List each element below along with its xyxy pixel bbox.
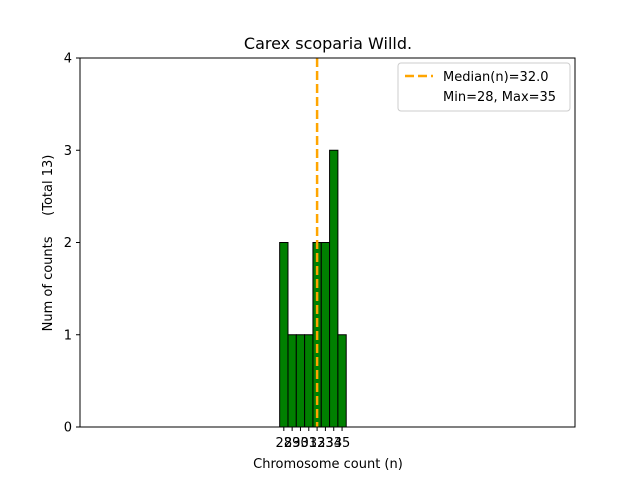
x-tick-label: 29 bbox=[284, 436, 301, 451]
legend-median-label: Median(n)=32.0 bbox=[443, 70, 549, 85]
y-tick-label: 0 bbox=[64, 421, 72, 436]
bars-group bbox=[279, 149, 347, 428]
x-tick-label: 32 bbox=[309, 436, 326, 451]
y-axis-label: Num of counts (Total 13) bbox=[41, 155, 56, 332]
y-axis-ticks: 0 1 2 3 4 bbox=[64, 52, 80, 436]
y-tick-label: 2 bbox=[64, 236, 72, 251]
y-tick-label: 3 bbox=[64, 144, 72, 159]
x-tick-label: 35 bbox=[334, 436, 351, 451]
y-tick-label: 1 bbox=[64, 328, 72, 343]
y-tick-label: 4 bbox=[64, 52, 72, 67]
histogram-bar bbox=[287, 334, 297, 428]
histogram-bar bbox=[329, 149, 339, 428]
x-tick-label: 28 bbox=[276, 436, 293, 451]
legend-range-label: Min=28, Max=35 bbox=[443, 90, 556, 105]
histogram-bar bbox=[279, 242, 289, 428]
chart-title: Carex scoparia Willd. bbox=[244, 34, 412, 53]
histogram-bar bbox=[304, 334, 314, 428]
histogram-bar bbox=[295, 334, 306, 428]
x-tick-label: 31 bbox=[301, 436, 318, 451]
x-tick-label: 30 bbox=[292, 436, 309, 451]
legend-box bbox=[397, 62, 571, 112]
histogram-bar bbox=[337, 334, 347, 428]
histogram-bar bbox=[320, 242, 331, 428]
legend: Median(n)=32.0 Min=28, Max=35 bbox=[397, 62, 571, 112]
x-tick-label: 34 bbox=[325, 436, 342, 451]
x-axis-label: Chromosome count (n) bbox=[253, 457, 403, 472]
x-tick-label: 33 bbox=[317, 436, 334, 451]
